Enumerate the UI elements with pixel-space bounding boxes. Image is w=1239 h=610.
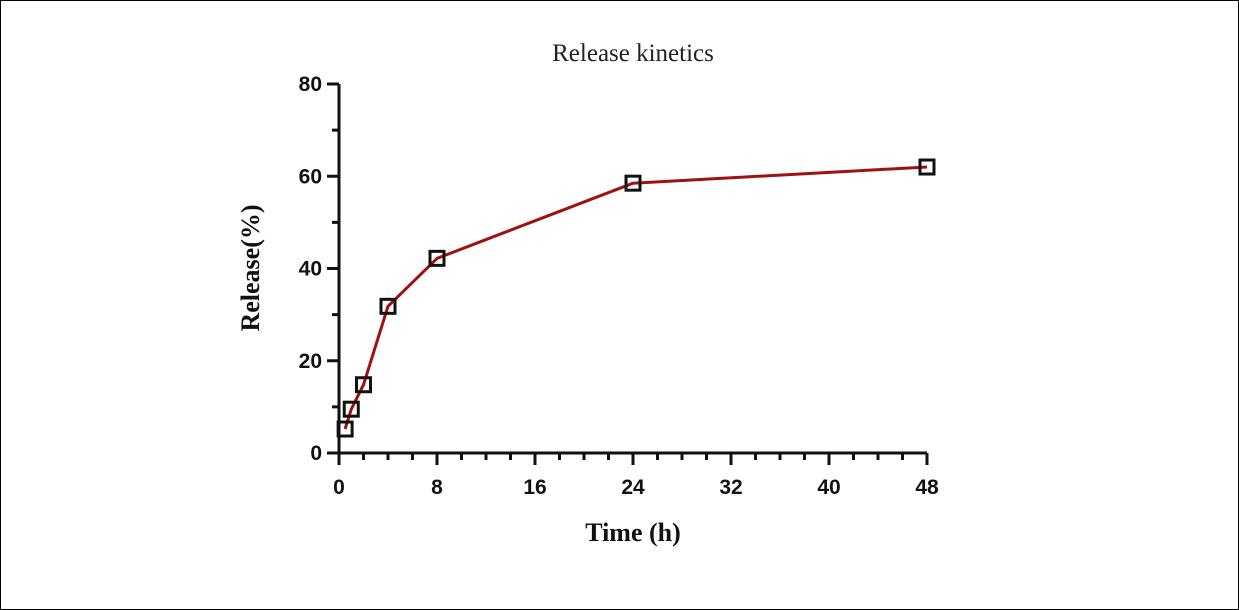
x-tick-label: 48 (915, 476, 939, 499)
x-tick-label: 8 (431, 476, 443, 499)
data-point-marker (355, 376, 372, 394)
y-tick-label: 20 (299, 350, 322, 373)
data-point-marker (379, 297, 397, 315)
x-axis-label: Time (h) (585, 518, 681, 547)
x-tick-label: 40 (817, 476, 840, 499)
series-line (343, 165, 928, 430)
x-tick-label: 0 (333, 476, 345, 499)
data-point-marker (342, 400, 360, 418)
y-tick-label: 0 (310, 442, 322, 465)
chart-title: Release kinetics (552, 40, 714, 67)
y-tick-label: 60 (299, 165, 322, 188)
x-tick-label: 32 (719, 476, 742, 499)
data-point-marker (624, 174, 642, 192)
data-point-marker (336, 420, 354, 438)
data-point-marker (918, 158, 936, 176)
axes: 0 20 40 60 80 0 8 16 24 32 40 48 (299, 73, 939, 499)
y-tick-label: 40 (299, 258, 322, 281)
series-layer (336, 158, 936, 438)
x-tick-label: 24 (621, 476, 645, 499)
x-tick-label: 16 (523, 476, 546, 499)
y-axis-label: Release(%) (236, 204, 265, 331)
data-point-marker (428, 249, 446, 267)
y-tick-label: 80 (299, 73, 322, 96)
